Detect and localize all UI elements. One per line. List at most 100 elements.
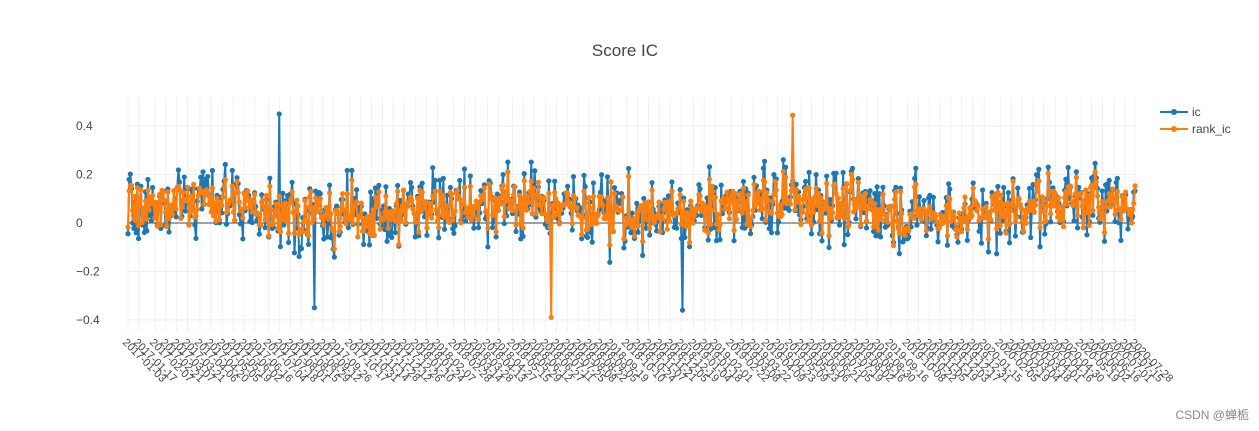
rank-ic-point <box>893 189 899 195</box>
rank-ic-point <box>257 222 264 228</box>
ic-point <box>947 186 953 192</box>
rank-ic-point <box>1044 203 1050 209</box>
rank-ic-point <box>750 207 756 214</box>
ic-point <box>944 242 951 248</box>
ic-point <box>874 184 880 190</box>
ic-point <box>994 251 1000 257</box>
ic-point <box>1036 166 1042 172</box>
rank-ic-point <box>629 224 635 230</box>
rank-ic-point <box>657 229 663 235</box>
rank-ic-point <box>681 198 687 204</box>
rank-ic-point <box>431 194 437 200</box>
ic-point <box>1084 232 1090 238</box>
rank-ic-point <box>196 185 203 191</box>
legend-item[interactable]: ic <box>1160 105 1201 119</box>
rank-ic-point <box>263 192 269 198</box>
ic-point <box>976 228 982 234</box>
rank-ic-point <box>708 221 714 227</box>
rank-ic-point <box>894 219 900 225</box>
ic-point <box>665 193 672 199</box>
rank-ic-point <box>328 211 334 217</box>
rank-ic-point <box>826 233 832 239</box>
rank-ic-point <box>956 210 962 216</box>
rank-ic-point <box>1092 169 1098 175</box>
ic-point <box>447 184 453 191</box>
legend-label: ic <box>1192 105 1201 119</box>
rank-ic-point <box>970 185 976 191</box>
rank-ic-point <box>142 198 149 204</box>
rank-ic-point <box>1031 209 1037 216</box>
rank-ic-point <box>414 195 421 202</box>
rank-ic-point <box>635 223 641 229</box>
ic-point <box>392 229 398 236</box>
rank-ic-point <box>515 205 521 211</box>
ic-point <box>325 220 332 226</box>
rank-ic-point <box>963 217 969 224</box>
legend[interactable]: ic rank_ic <box>1160 105 1231 136</box>
rank-ic-point <box>819 230 825 236</box>
ic-point <box>582 183 588 190</box>
rank-ic-point <box>402 208 408 214</box>
legend-item[interactable]: rank_ic <box>1160 122 1231 136</box>
ic-point <box>513 228 519 235</box>
rank-ic-point <box>301 219 307 225</box>
ic-point <box>806 169 812 175</box>
rank-ic-point <box>572 195 578 202</box>
rank-ic-point <box>1035 188 1041 194</box>
rank-ic-point <box>234 179 240 185</box>
rank-ic-point <box>640 238 646 245</box>
ic-point <box>677 186 683 193</box>
ic-point <box>475 225 482 231</box>
rank-ic-point <box>418 209 424 215</box>
rank-ic-point <box>815 191 822 197</box>
rank-ic-point <box>448 191 455 197</box>
rank-ic-point <box>327 190 333 196</box>
rank-ic-point <box>821 200 827 206</box>
rank-ic-point <box>208 209 214 215</box>
rank-ic-point <box>171 188 177 194</box>
rank-ic-point <box>325 216 332 222</box>
rank-ic-point <box>501 214 507 220</box>
ic-point <box>955 239 961 245</box>
rank-ic-point <box>140 205 146 211</box>
ic-point <box>366 242 373 248</box>
rank-ic-point <box>424 225 430 231</box>
rank-ic-point <box>228 197 234 203</box>
ic-point <box>145 176 151 183</box>
ic-point <box>441 226 448 232</box>
rank-ic-point <box>358 200 364 206</box>
rank-ic-point <box>225 206 231 213</box>
rank-ic-point <box>1097 216 1103 222</box>
rank-ic-point <box>162 209 169 215</box>
rank-ic-point <box>184 198 190 204</box>
rank-ic-point <box>368 212 374 218</box>
ic-point <box>199 206 205 212</box>
rank-ic-point <box>188 193 194 199</box>
rank-ic-point <box>392 218 398 224</box>
legend-label: rank_ic <box>1192 122 1231 136</box>
rank-ic-point <box>768 210 775 216</box>
rank-ic-point <box>1112 211 1118 217</box>
rank-ic-point <box>607 242 613 248</box>
rank-ic-point <box>274 209 280 215</box>
rank-ic-point <box>1080 225 1087 231</box>
rank-ic-point <box>372 194 378 200</box>
rank-ic-point <box>487 190 493 196</box>
rank-ic-point <box>934 219 940 225</box>
rank-ic-point <box>450 217 456 223</box>
rank-ic-point <box>1086 222 1092 228</box>
rank-ic-point <box>961 205 967 211</box>
rank-ic-point <box>268 207 274 213</box>
rank-ic-point <box>890 243 897 249</box>
rank-ic-point <box>773 187 779 193</box>
rank-ic-point <box>528 178 534 184</box>
rank-ic-point <box>413 211 419 218</box>
ic-point <box>970 180 976 186</box>
rank-ic-point <box>206 201 212 207</box>
rank-ic-point <box>812 194 818 200</box>
ic-point <box>771 172 777 178</box>
rank-ic-point <box>553 196 559 202</box>
watermark: CSDN @蝉栀 <box>1175 408 1249 422</box>
rank-ic-point <box>230 209 237 215</box>
rank-ic-point <box>315 208 321 215</box>
